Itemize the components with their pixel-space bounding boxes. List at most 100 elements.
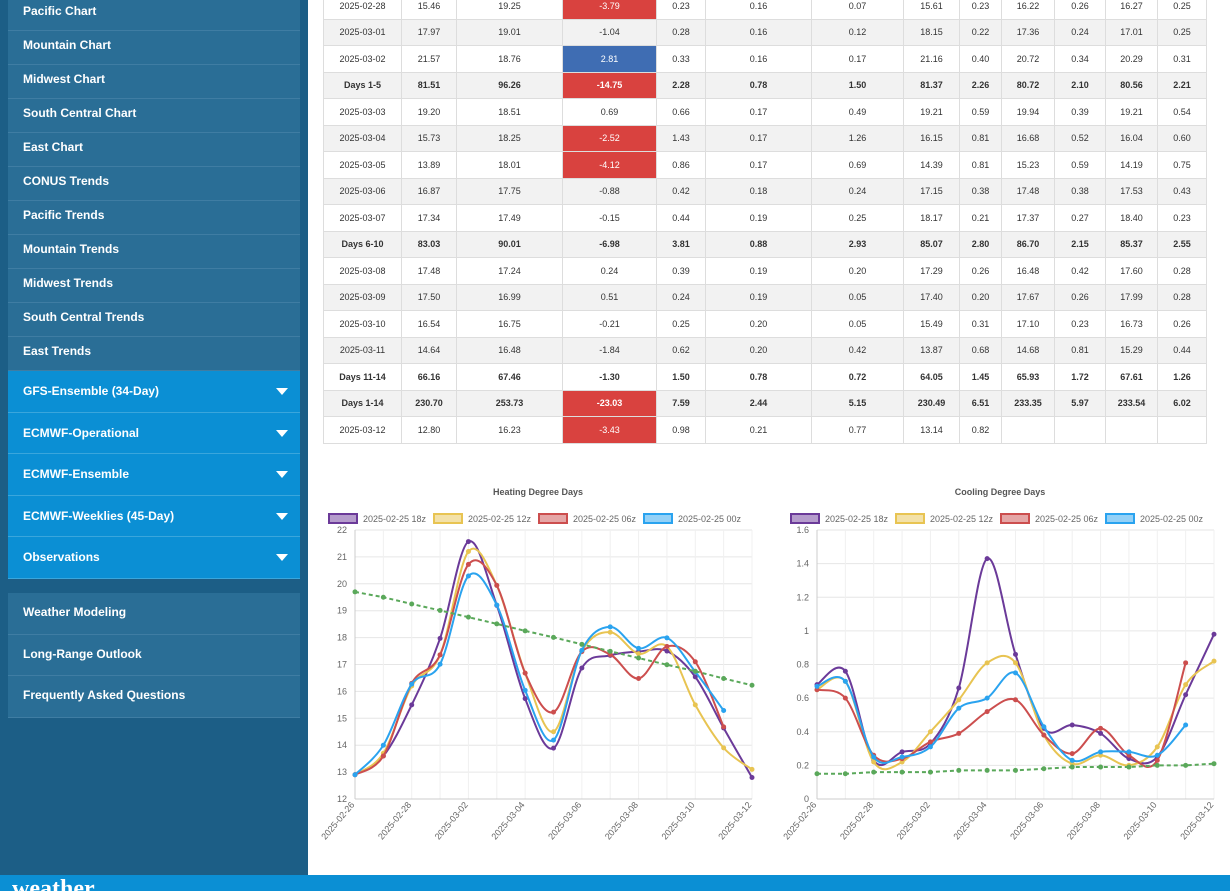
table-cell: 14.19 — [1105, 151, 1158, 179]
sidebar: Pacific Chart Mountain Chart Midwest Chart… — [0, 0, 308, 891]
data-point — [1154, 762, 1160, 768]
data-point — [842, 771, 848, 777]
data-point — [636, 651, 642, 657]
table-cell: 0.19 — [705, 283, 812, 311]
table-cell — [1105, 416, 1158, 444]
table-cell: 19.21 — [1105, 98, 1158, 126]
sidebar-item-observations[interactable]: Observations — [8, 537, 300, 579]
y-tick-label: 1.6 — [796, 525, 809, 535]
data-point — [1098, 730, 1104, 736]
data-point — [899, 749, 905, 755]
table-cell: 0.68 — [959, 336, 1002, 364]
data-point — [1126, 749, 1132, 755]
table-cell: 66.16 — [401, 363, 457, 391]
table-cell: 0.34 — [1054, 45, 1106, 73]
sidebar-item-label: East Trends — [23, 344, 92, 358]
sidebar-item-midwest-trends[interactable]: Midwest Trends — [8, 269, 300, 303]
table-cell: 17.99 — [1105, 283, 1158, 311]
table-cell: 0.16 — [705, 18, 812, 46]
legend-label: 2025-02-25 00z — [678, 514, 742, 524]
table-cell: 0.39 — [1054, 98, 1106, 126]
sidebar-item-south-central-trends[interactable]: South Central Trends — [8, 303, 300, 337]
sidebar-item-gfs-ensemble-34-day[interactable]: GFS-Ensemble (34-Day) — [8, 371, 300, 413]
table-cell: -4.12 — [562, 151, 657, 179]
sidebar-item-weather-modeling[interactable]: Weather Modeling — [8, 593, 300, 635]
table-cell: 6.51 — [959, 389, 1002, 417]
sidebar-item-pacific-chart[interactable]: Pacific Chart — [8, 0, 300, 31]
sidebar-item-frequently-asked-questions[interactable]: Frequently Asked Questions — [8, 676, 300, 718]
x-tick-label: 2025-03-10 — [1122, 800, 1159, 842]
table-cell: 0.24 — [811, 177, 904, 205]
table-cell: 0.81 — [959, 124, 1002, 152]
y-tick-label: 17 — [337, 660, 347, 670]
table-cell: 17.60 — [1105, 257, 1158, 285]
table-cell: 2.26 — [959, 71, 1002, 99]
table-cell: 1.26 — [811, 124, 904, 152]
table-cell: 0.38 — [959, 177, 1002, 205]
table-row: 2025-03-08 17.48 17.24 0.24 0.39 0.19 0.20 17.2… — [323, 257, 1207, 285]
sidebar-item-midwest-chart[interactable]: Midwest Chart — [8, 65, 300, 99]
caret-down-icon[interactable] — [276, 471, 288, 478]
data-point — [352, 772, 358, 778]
sidebar-item-mountain-chart[interactable]: Mountain Chart — [8, 31, 300, 65]
sidebar-item-south-central-chart[interactable]: South Central Chart — [8, 99, 300, 133]
caret-down-icon[interactable] — [276, 512, 288, 520]
table-cell: 0.40 — [959, 45, 1002, 73]
table-row: 2025-03-12 12.80 16.23 -3.43 0.98 0.21 0.77 13.… — [323, 416, 1207, 444]
sidebar-item-mountain-trends[interactable]: Mountain Trends — [8, 235, 300, 269]
y-tick-label: 1 — [804, 626, 809, 636]
table-cell: 0.66 — [656, 98, 706, 126]
data-point — [1013, 670, 1018, 676]
sidebar-item-pacific-trends[interactable]: Pacific Trends — [8, 201, 300, 235]
caret-down-icon[interactable] — [276, 554, 288, 561]
table-cell: 2.81 — [562, 45, 657, 73]
x-tick-label: 2025-03-12 — [716, 800, 753, 842]
table-cell: 85.37 — [1105, 230, 1158, 258]
table-cell: 81.37 — [903, 71, 960, 99]
table-cell: 17.67 — [1001, 283, 1055, 311]
table-cell — [1157, 416, 1207, 444]
sidebar-item-east-trends[interactable]: East Trends — [8, 337, 300, 371]
table-cell: Days 1-14 — [323, 389, 402, 417]
data-point — [664, 643, 670, 649]
table-cell: 0.98 — [656, 416, 706, 444]
legend-label: 2025-02-25 06z — [573, 514, 637, 524]
table-cell: -1.04 — [562, 18, 657, 46]
table-row: Days 1-5 81.51 96.26 -14.75 2.28 0.78 1.50 81.3… — [323, 71, 1207, 99]
table-cell: 2025-03-09 — [323, 283, 402, 311]
table-cell: 0.17 — [705, 124, 812, 152]
data-point — [437, 652, 443, 658]
sidebar-item-ecmwf-ensemble[interactable]: ECMWF-Ensemble — [8, 454, 300, 496]
table-cell: 67.61 — [1105, 363, 1158, 391]
data-point — [636, 675, 642, 681]
legend-swatch — [538, 513, 568, 524]
data-point — [956, 767, 962, 773]
sidebar-item-east-chart[interactable]: East Chart — [8, 133, 300, 167]
table-cell: 0.27 — [1054, 204, 1106, 232]
y-tick-label: 0.2 — [796, 760, 809, 770]
sidebar-item-ecmwf-operational[interactable]: ECMWF-Operational — [8, 412, 300, 454]
sidebar-item-ecmwf-weeklies-45-day[interactable]: ECMWF-Weeklies (45-Day) — [8, 495, 300, 537]
caret-down-icon[interactable] — [276, 429, 288, 437]
sidebar-item-long-range-outlook[interactable]: Long-Range Outlook — [8, 634, 300, 676]
table-cell: 80.56 — [1105, 71, 1158, 99]
data-point — [1098, 764, 1104, 770]
table-cell: 17.75 — [456, 177, 563, 205]
sidebar-item-label: ECMWF-Ensemble — [23, 467, 130, 481]
table-cell: 85.07 — [903, 230, 960, 258]
sidebar-item-label: Long-Range Outlook — [23, 646, 142, 661]
table-cell — [1001, 416, 1055, 444]
data-point — [1041, 724, 1047, 730]
caret-down-icon[interactable] — [276, 388, 288, 395]
sidebar-item-conus-trends[interactable]: CONUS Trends — [8, 167, 300, 201]
table-cell: 16.87 — [401, 177, 457, 205]
table-cell: 17.24 — [456, 257, 563, 285]
table-cell: 16.75 — [456, 310, 563, 338]
table-cell: 0.23 — [1054, 310, 1106, 338]
legend-swatch — [1000, 513, 1030, 524]
table-cell: 17.40 — [903, 283, 960, 311]
table-cell: 0.20 — [705, 336, 812, 364]
footer-logo[interactable]: weather — [12, 876, 95, 891]
table-cell: 5.15 — [811, 389, 904, 417]
data-point — [749, 774, 755, 780]
